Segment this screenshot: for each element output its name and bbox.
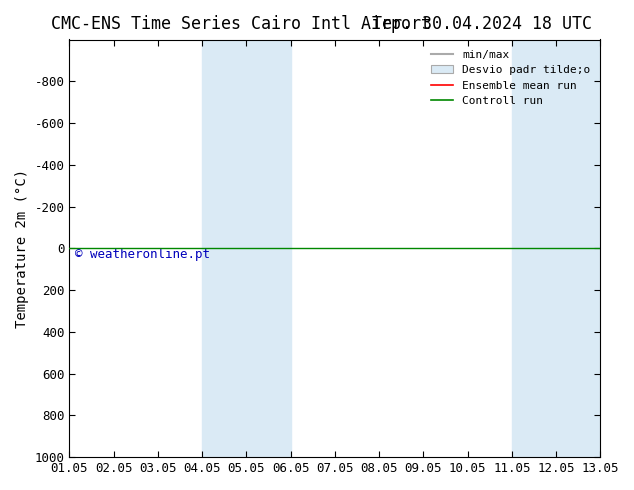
Bar (512, 40, 556, 457)
Text: © weatheronline.pt: © weatheronline.pt (75, 248, 210, 261)
Bar (202, 40, 247, 457)
Legend: min/max, Desvio padr tilde;o, Ensemble mean run, Controll run: min/max, Desvio padr tilde;o, Ensemble m… (427, 45, 595, 111)
Text: CMC-ENS Time Series Cairo Intl Airport: CMC-ENS Time Series Cairo Intl Airport (51, 15, 431, 33)
Y-axis label: Temperature 2m (°C): Temperature 2m (°C) (15, 169, 29, 328)
Bar (247, 40, 290, 457)
Text: Ter. 30.04.2024 18 UTC: Ter. 30.04.2024 18 UTC (372, 15, 592, 33)
Bar (556, 40, 600, 457)
